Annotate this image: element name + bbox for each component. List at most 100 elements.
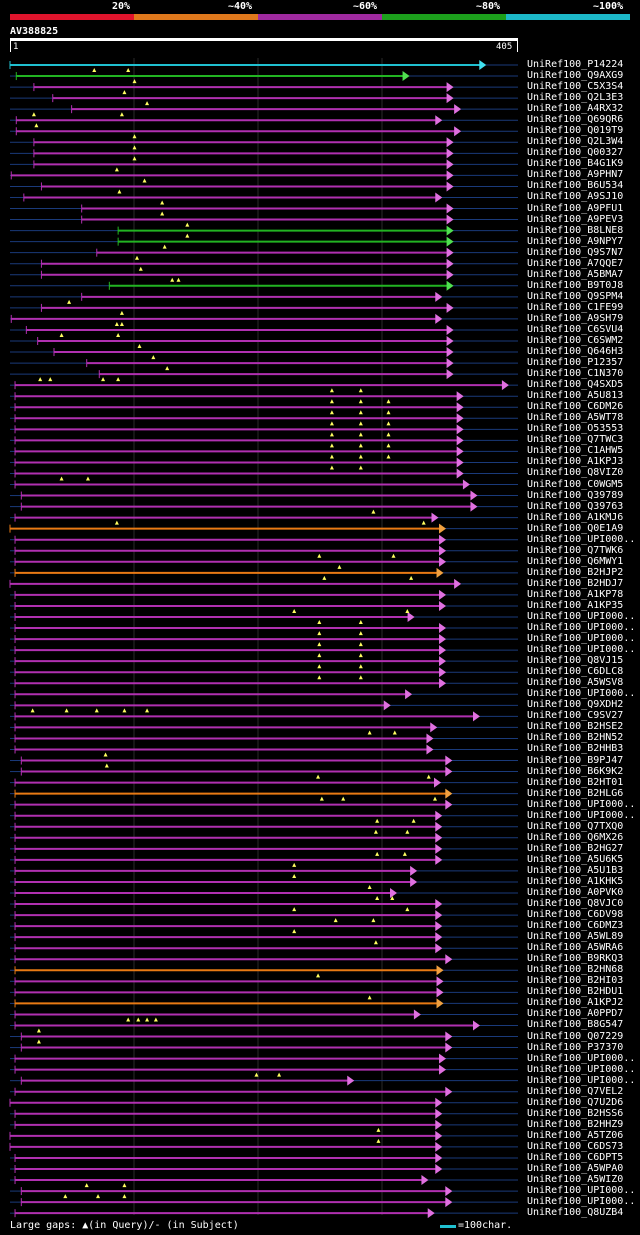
hit-name-link[interactable]: UniRef100_B8G547 bbox=[527, 1019, 624, 1031]
hit-name-link[interactable]: UniRef100_Q0E1A9 bbox=[527, 522, 624, 534]
hit-name-link[interactable]: UniRef100_C1FE99 bbox=[527, 301, 624, 313]
hit-name-link[interactable]: UniRef100_B2HSE2 bbox=[527, 721, 624, 733]
hit-name-link[interactable]: UniRef100_C6DMZ3 bbox=[527, 920, 624, 932]
hit-name-link[interactable]: UniRef100_Q9XDH2 bbox=[527, 699, 624, 711]
hit-name-link[interactable]: UniRef100_A9PHN7 bbox=[527, 169, 624, 181]
hit-name-link[interactable]: UniRef100_Q6MX26 bbox=[527, 831, 624, 843]
hit-name-link[interactable]: UniRef100_B2HDJ7 bbox=[527, 577, 624, 589]
hit-name-link[interactable]: UniRef100_A1KHK5 bbox=[527, 875, 624, 887]
hit-name-link[interactable]: UniRef100_P12357 bbox=[527, 357, 624, 369]
hit-name-link[interactable]: UniRef100_B2HLG6 bbox=[527, 787, 624, 799]
hit-name-link[interactable]: UniRef100_C6DM26 bbox=[527, 401, 624, 413]
hit-name-link[interactable]: UniRef100_Q7TWC3 bbox=[527, 434, 624, 446]
hit-name-link[interactable]: UniRef100_Q9SPM4 bbox=[527, 290, 624, 302]
hit-name-link[interactable]: UniRef100_A9SH79 bbox=[527, 312, 624, 324]
hit-name-link[interactable]: UniRef100_UPI000.. bbox=[527, 1074, 636, 1086]
hit-name-link[interactable]: UniRef100_A9PFU1 bbox=[527, 202, 624, 214]
hit-name-link[interactable]: UniRef100_B2HSS6 bbox=[527, 1107, 624, 1119]
hit-name-link[interactable]: UniRef100_Q69QR6 bbox=[527, 114, 624, 126]
hit-name-link[interactable]: UniRef100_UPI000.. bbox=[527, 798, 636, 810]
hit-name-link[interactable]: UniRef100_Q7U2D6 bbox=[527, 1096, 624, 1108]
hit-name-link[interactable]: UniRef100_C0WGM5 bbox=[527, 478, 624, 490]
hit-name-link[interactable]: UniRef100_UPI000.. bbox=[527, 644, 636, 656]
hit-name-link[interactable]: UniRef100_Q019T9 bbox=[527, 125, 624, 137]
hit-name-link[interactable]: UniRef100_UPI000.. bbox=[527, 1196, 636, 1208]
hit-name-link[interactable]: UniRef100_P14224 bbox=[527, 59, 624, 70]
hit-name-link[interactable]: UniRef100_C6DLC8 bbox=[527, 666, 624, 678]
hit-name-link[interactable]: UniRef100_UPI000.. bbox=[527, 533, 636, 545]
hit-name-link[interactable]: UniRef100_A1KP35 bbox=[527, 599, 624, 611]
hit-name-link[interactable]: UniRef100_Q07229 bbox=[527, 1030, 624, 1042]
hit-name-link[interactable]: UniRef100_C6DPT5 bbox=[527, 1151, 624, 1163]
hit-name-link[interactable]: UniRef100_C6SVU4 bbox=[527, 323, 624, 335]
hit-name-link[interactable]: UniRef100_Q39789 bbox=[527, 489, 624, 501]
hit-name-link[interactable]: UniRef100_UPI000.. bbox=[527, 633, 636, 645]
hit-name-link[interactable]: UniRef100_A5U813 bbox=[527, 390, 624, 402]
hit-name-link[interactable]: UniRef100_O53553 bbox=[527, 423, 624, 435]
hit-name-link[interactable]: UniRef100_B8LNE8 bbox=[527, 224, 624, 236]
hit-name-link[interactable]: UniRef100_A5WSV8 bbox=[527, 677, 624, 689]
hit-name-link[interactable]: UniRef100_B2HDU1 bbox=[527, 986, 624, 998]
hit-name-link[interactable]: UniRef100_B2HHZ9 bbox=[527, 1118, 624, 1130]
hit-name-link[interactable]: UniRef100_C1N370 bbox=[527, 368, 624, 380]
hit-name-link[interactable]: UniRef100_UPI000.. bbox=[527, 622, 636, 634]
hit-name-link[interactable]: UniRef100_Q8UZB4 bbox=[527, 1207, 624, 1219]
hit-name-link[interactable]: UniRef100_A9SJ10 bbox=[527, 191, 624, 203]
hit-name-link[interactable]: UniRef100_A5U6K5 bbox=[527, 853, 624, 865]
hit-name-link[interactable]: UniRef100_Q8VJ15 bbox=[527, 655, 624, 667]
hit-name-link[interactable]: UniRef100_UPI000.. bbox=[527, 611, 636, 622]
hit-name-link[interactable]: UniRef100_Q8VJC0 bbox=[527, 898, 624, 910]
hit-name-link[interactable]: UniRef100_B2HJP2 bbox=[527, 566, 624, 578]
hit-name-link[interactable]: UniRef100_A5WPA0 bbox=[527, 1163, 624, 1174]
hit-name-link[interactable]: UniRef100_Q8VIZ0 bbox=[527, 467, 624, 479]
hit-name-link[interactable]: UniRef100_P37370 bbox=[527, 1041, 624, 1053]
hit-name-link[interactable]: UniRef100_Q9S7N7 bbox=[527, 246, 624, 258]
hit-name-link[interactable]: UniRef100_A1KPJ2 bbox=[527, 997, 624, 1009]
hit-name-link[interactable]: UniRef100_C6DS73 bbox=[527, 1140, 624, 1152]
hit-name-link[interactable]: UniRef100_A5WRA6 bbox=[527, 942, 624, 954]
hit-name-link[interactable]: UniRef100_A0PVK0 bbox=[527, 887, 624, 898]
hit-name-link[interactable]: UniRef100_Q9AXG9 bbox=[527, 70, 624, 82]
hit-name-link[interactable]: UniRef100_A5WL89 bbox=[527, 931, 624, 943]
hit-name-link[interactable]: UniRef100_B2HG27 bbox=[527, 842, 624, 854]
hit-name-link[interactable]: UniRef100_C1AHW5 bbox=[527, 445, 624, 457]
hit-name-link[interactable]: UniRef100_Q646H3 bbox=[527, 346, 624, 358]
hit-name-link[interactable]: UniRef100_B9RKQ3 bbox=[527, 953, 624, 965]
hit-name-link[interactable]: UniRef100_C9SV27 bbox=[527, 710, 624, 722]
hit-name-link[interactable]: UniRef100_A5U1B3 bbox=[527, 864, 624, 876]
hit-name-link[interactable]: UniRef100_B9PJ47 bbox=[527, 754, 624, 766]
hit-name-link[interactable]: UniRef100_Q7TWK6 bbox=[527, 544, 624, 556]
hit-name-link[interactable]: UniRef100_A9NPY7 bbox=[527, 235, 624, 247]
hit-name-link[interactable]: UniRef100_A1KPJ3 bbox=[527, 456, 624, 468]
hit-name-link[interactable]: UniRef100_A1KMJ6 bbox=[527, 511, 624, 523]
hit-name-link[interactable]: UniRef100_UPI000.. bbox=[527, 809, 636, 821]
hit-name-link[interactable]: UniRef100_B2HI03 bbox=[527, 975, 624, 987]
hit-name-link[interactable]: UniRef100_Q7TXQ0 bbox=[527, 820, 624, 832]
hit-name-link[interactable]: UniRef100_UPI000.. bbox=[527, 1185, 636, 1197]
hit-name-link[interactable]: UniRef100_A5BMA7 bbox=[527, 268, 624, 280]
hit-name-link[interactable]: UniRef100_Q6MWY1 bbox=[527, 555, 624, 567]
hit-name-link[interactable]: UniRef100_C6DV98 bbox=[527, 909, 624, 921]
hit-name-link[interactable]: UniRef100_C6SWM2 bbox=[527, 335, 624, 346]
hit-name-link[interactable]: UniRef100_A5WIZ0 bbox=[527, 1174, 624, 1186]
hit-name-link[interactable]: UniRef100_C5X3S4 bbox=[527, 81, 624, 93]
hit-name-link[interactable]: UniRef100_Q39763 bbox=[527, 500, 624, 512]
hit-name-link[interactable]: UniRef100_A5WT78 bbox=[527, 412, 624, 424]
hit-name-link[interactable]: UniRef100_B2HT01 bbox=[527, 776, 624, 788]
hit-name-link[interactable]: UniRef100_B9T0J8 bbox=[527, 279, 624, 291]
hit-name-link[interactable]: UniRef100_Q4SXD5 bbox=[527, 379, 624, 391]
hit-name-link[interactable]: UniRef100_B6U534 bbox=[527, 180, 624, 192]
hit-name-link[interactable]: UniRef100_A1KP78 bbox=[527, 588, 624, 600]
hit-name-link[interactable]: UniRef100_B2HN68 bbox=[527, 964, 624, 976]
hit-name-link[interactable]: UniRef100_B2HHB3 bbox=[527, 743, 624, 755]
hit-name-link[interactable]: UniRef100_A9PEV3 bbox=[527, 213, 624, 225]
hit-name-link[interactable]: UniRef100_UPI000.. bbox=[527, 688, 636, 700]
hit-name-link[interactable]: UniRef100_A4RX32 bbox=[527, 103, 624, 115]
hit-name-link[interactable]: UniRef100_B2HN52 bbox=[527, 732, 624, 744]
hit-name-link[interactable]: UniRef100_Q00327 bbox=[527, 147, 624, 159]
hit-name-link[interactable]: UniRef100_Q7VEL2 bbox=[527, 1085, 624, 1097]
hit-name-link[interactable]: UniRef100_Q2L3E3 bbox=[527, 92, 624, 104]
hit-name-link[interactable]: UniRef100_B6K9K2 bbox=[527, 765, 624, 777]
hit-name-link[interactable]: UniRef100_UPI000.. bbox=[527, 1063, 636, 1075]
hit-name-link[interactable]: UniRef100_A7QQE7 bbox=[527, 257, 624, 269]
